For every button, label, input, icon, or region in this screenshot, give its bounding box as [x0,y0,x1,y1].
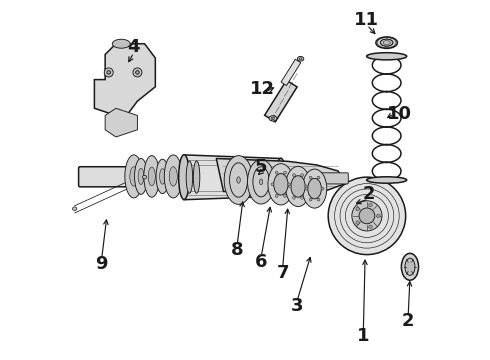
Ellipse shape [133,68,142,77]
Circle shape [377,214,380,218]
Text: 8: 8 [231,241,244,259]
Ellipse shape [286,166,311,207]
Ellipse shape [260,179,263,185]
Ellipse shape [112,39,130,48]
Ellipse shape [289,185,292,188]
Text: 4: 4 [127,38,140,56]
Text: 11: 11 [354,12,379,30]
Ellipse shape [148,167,155,186]
Ellipse shape [194,161,200,193]
Text: 3: 3 [291,297,303,315]
Text: 2: 2 [363,185,375,203]
Circle shape [352,201,382,231]
Text: 5: 5 [255,158,268,176]
Ellipse shape [302,169,327,208]
Ellipse shape [380,39,393,46]
Ellipse shape [309,176,312,179]
Ellipse shape [271,183,274,186]
Ellipse shape [275,171,278,174]
Polygon shape [281,59,301,86]
Ellipse shape [376,37,397,48]
FancyBboxPatch shape [316,173,348,184]
Text: 12: 12 [250,80,275,98]
Ellipse shape [237,177,240,183]
Ellipse shape [305,185,308,188]
Ellipse shape [321,187,324,190]
Ellipse shape [367,53,407,60]
Polygon shape [105,108,137,137]
Text: 6: 6 [255,253,268,271]
FancyBboxPatch shape [78,167,160,187]
Ellipse shape [73,207,77,211]
Ellipse shape [156,159,169,194]
Ellipse shape [301,196,304,199]
Ellipse shape [274,174,288,195]
Ellipse shape [179,155,190,199]
Ellipse shape [301,174,304,177]
Ellipse shape [271,117,275,120]
Circle shape [368,203,372,207]
Ellipse shape [269,116,277,121]
Ellipse shape [291,176,305,197]
FancyBboxPatch shape [169,169,214,184]
Ellipse shape [253,167,270,197]
Ellipse shape [135,158,147,194]
Ellipse shape [125,155,143,198]
Ellipse shape [104,68,113,77]
Ellipse shape [309,198,312,201]
Ellipse shape [297,57,304,61]
Ellipse shape [107,71,111,74]
Ellipse shape [169,167,177,186]
Text: 10: 10 [387,105,412,123]
Text: 7: 7 [276,264,289,282]
Text: 2: 2 [402,311,415,329]
Ellipse shape [164,155,182,198]
Ellipse shape [230,163,247,197]
Circle shape [328,177,406,255]
Circle shape [359,208,375,224]
Ellipse shape [143,175,147,179]
Text: 9: 9 [96,255,108,273]
Ellipse shape [284,194,287,197]
Circle shape [356,221,360,224]
Ellipse shape [299,58,302,60]
Ellipse shape [224,156,253,204]
Ellipse shape [136,71,139,74]
Ellipse shape [130,167,138,186]
Text: 1: 1 [357,327,369,345]
Ellipse shape [268,164,294,205]
Ellipse shape [293,174,295,177]
Ellipse shape [367,177,407,183]
Polygon shape [95,44,155,116]
Ellipse shape [317,198,320,201]
Ellipse shape [138,168,144,184]
Ellipse shape [317,176,320,179]
Circle shape [356,207,360,211]
Ellipse shape [144,156,160,197]
Polygon shape [216,158,345,194]
Ellipse shape [308,179,321,199]
Ellipse shape [186,161,193,193]
Ellipse shape [247,159,275,204]
Ellipse shape [275,194,278,197]
Polygon shape [265,80,297,122]
Ellipse shape [276,158,286,196]
Ellipse shape [401,253,418,280]
Ellipse shape [284,171,287,174]
Circle shape [368,225,372,229]
Ellipse shape [288,183,291,186]
Ellipse shape [160,169,166,184]
Ellipse shape [293,196,295,199]
Ellipse shape [305,187,308,190]
Polygon shape [184,155,281,200]
Ellipse shape [405,258,415,275]
